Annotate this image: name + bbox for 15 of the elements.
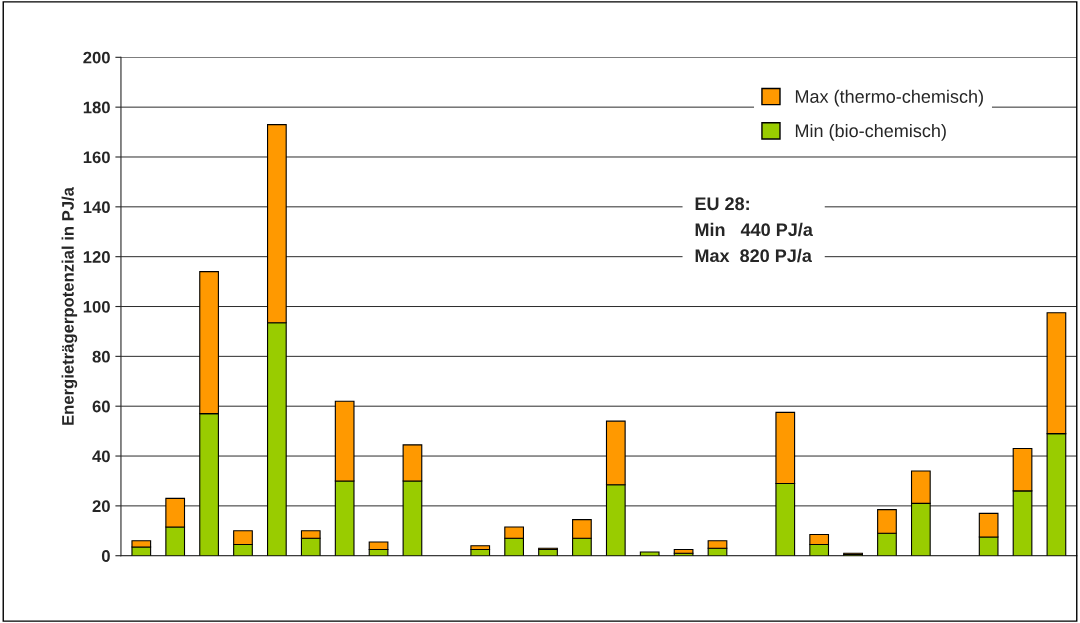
legend-label: Max (thermo-chemisch): [795, 89, 983, 107]
annotation: EU 28: Min 440 PJ/a Max 820 PJ/a: [695, 197, 813, 263]
y-tick-label: 40: [92, 450, 110, 463]
legend-label: Min (bio-chemisch): [795, 123, 946, 141]
y-tick-label: 0: [101, 550, 110, 562]
y-tick-label: 80: [92, 350, 110, 363]
y-tick-label: 200: [83, 51, 110, 64]
y-axis-title: Energieträgerpotenzial in PJ/a: [61, 186, 78, 425]
y-tick-label: 60: [92, 400, 110, 413]
y-tick-label: 120: [83, 251, 110, 263]
y-tick-label: 100: [83, 300, 110, 313]
y-tick-label: 180: [83, 101, 110, 114]
y-tick-label: 20: [92, 500, 110, 513]
y-tick-label: 160: [83, 151, 110, 164]
y-tick-label: 140: [83, 201, 110, 214]
